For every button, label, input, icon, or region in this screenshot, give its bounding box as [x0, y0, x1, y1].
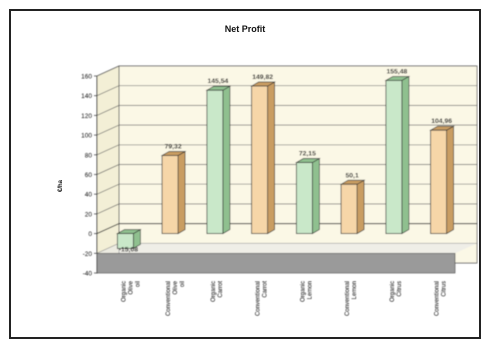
- bar-side: [401, 75, 410, 235]
- chart-floor-front: [96, 253, 456, 274]
- category-label: OrganicCarrot: [211, 281, 224, 302]
- y-tick-label: 120: [81, 113, 92, 120]
- category-label-line: Citrus: [397, 281, 403, 297]
- category-label-line: Citrus: [442, 281, 448, 297]
- bar[interactable]: [116, 233, 134, 249]
- data-label: 149,82: [252, 74, 273, 81]
- y-tick-label: 40: [85, 192, 93, 199]
- category-label: OrganicOliveoil: [121, 280, 141, 302]
- y-tick-label: 160: [81, 74, 92, 81]
- category-label-line: Olive: [128, 280, 134, 294]
- y-tick-label: 100: [81, 133, 92, 140]
- category-label-line: Olive: [173, 280, 179, 294]
- bar-side: [177, 150, 186, 235]
- bar-side: [356, 179, 365, 235]
- bar-side: [222, 85, 231, 235]
- y-tick-label: 0: [88, 231, 92, 238]
- category-label-line: Carrot: [263, 281, 269, 298]
- category-label-line: oil: [180, 281, 186, 287]
- y-tick-label: -40: [83, 271, 93, 278]
- data-label: 50,1: [346, 172, 359, 179]
- category-label-line: Carrot: [218, 281, 224, 298]
- category-label-line: Conventional: [435, 281, 441, 316]
- data-label: 155,48: [386, 68, 407, 75]
- bar[interactable]: [430, 129, 448, 234]
- category-label-line: Lemon: [352, 281, 358, 299]
- category-label-line: Conventional: [256, 281, 262, 316]
- y-axis-label: €/ha: [58, 179, 64, 192]
- bar[interactable]: [251, 85, 269, 234]
- data-label: 72,15: [299, 151, 316, 158]
- category-label: OrganicCitrus: [390, 281, 403, 302]
- category-label-line: Organic: [121, 281, 127, 302]
- gridline: [96, 144, 477, 156]
- data-label: 79,32: [165, 143, 182, 150]
- category-label: ConventionalLemon: [345, 281, 358, 316]
- category-label-line: Lemon: [307, 281, 313, 299]
- data-label: 145,54: [207, 78, 228, 85]
- bar-side: [267, 81, 275, 235]
- bar[interactable]: [295, 162, 313, 235]
- data-label: -15,08: [119, 247, 138, 254]
- gridline: [96, 65, 477, 77]
- category-label: ConventionalOliveoil: [166, 280, 186, 316]
- data-label: 104,96: [431, 118, 452, 125]
- bar-side: [312, 157, 320, 235]
- y-tick-label: 20: [85, 211, 93, 218]
- bar[interactable]: [385, 80, 403, 234]
- gridline: [96, 124, 477, 136]
- y-tick-label: 140: [81, 93, 92, 100]
- bar-side: [446, 125, 454, 235]
- chart-floor: [97, 243, 477, 254]
- y-tick-label: 60: [85, 172, 93, 179]
- bar[interactable]: [161, 155, 179, 235]
- category-label: OrganicLemon: [300, 281, 313, 302]
- gridline: [96, 164, 477, 175]
- category-label-line: Organic: [300, 281, 306, 302]
- category-label: ConventionalCarrot: [256, 281, 269, 316]
- gridline: [96, 105, 477, 116]
- category-label-line: Conventional: [345, 281, 351, 316]
- gridline: [96, 85, 477, 97]
- category-label-line: Organic: [390, 281, 396, 302]
- chart-title: Net Profit: [225, 24, 266, 34]
- bar[interactable]: [340, 183, 358, 234]
- category-label-line: Conventional: [166, 281, 172, 316]
- category-label: ConventionalCitrus: [435, 281, 448, 316]
- y-tick-label: -20: [83, 251, 93, 258]
- category-label-line: oil: [135, 281, 141, 287]
- category-label-line: Organic: [211, 281, 217, 302]
- bar[interactable]: [206, 89, 224, 235]
- y-tick-label: 80: [85, 152, 93, 159]
